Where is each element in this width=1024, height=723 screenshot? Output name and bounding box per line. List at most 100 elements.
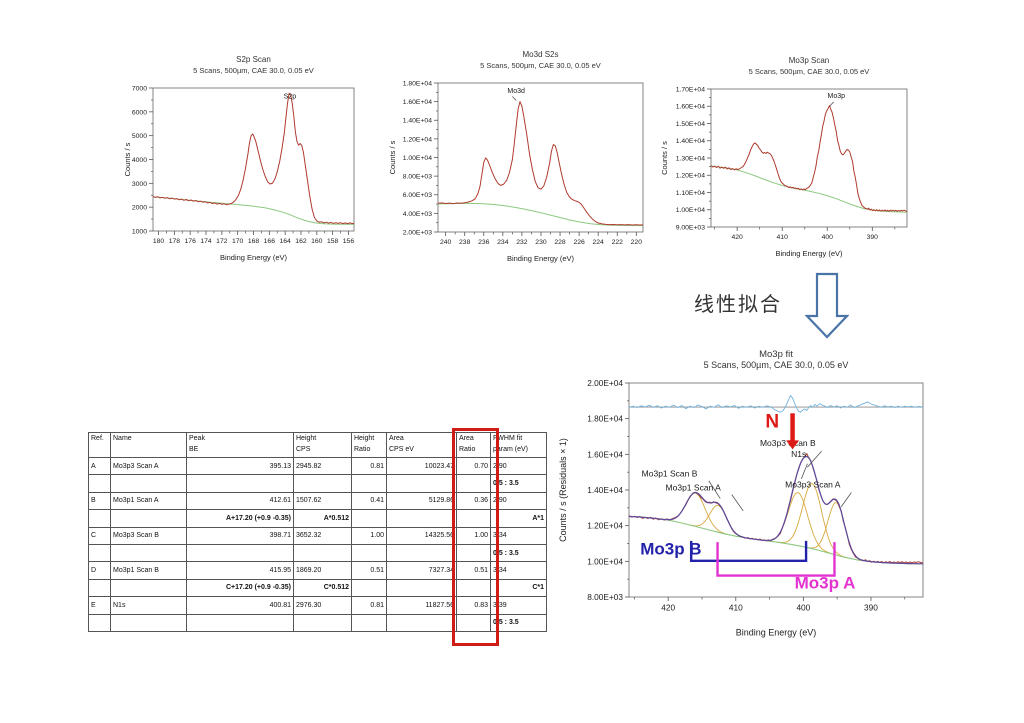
y-axis-tick-label: 1.20E+04: [403, 136, 433, 143]
x-axis-tick-label: 236: [478, 239, 490, 246]
x-axis-tick-label: 234: [497, 239, 509, 246]
fit-parameters-table: Ref. Name Peak BE Height CPS Height Ratio Area CP…: [88, 432, 547, 632]
table-cell: [386, 543, 457, 563]
y-axis-tick-label: 2.00E+03: [403, 229, 433, 236]
y-axis-tick-label: 1.60E+04: [587, 449, 623, 459]
x-axis-tick-label: 400: [796, 602, 810, 612]
y-axis-tick-label: 1.50E+04: [676, 121, 706, 128]
s2p-scan-chart: S2p Scan 5 Scans, 500µm, CAE 30.0, 0.05 e…: [123, 55, 355, 262]
table-cell: 0.70: [456, 456, 491, 476]
peak-label-leader: [512, 96, 517, 101]
bracket-mo3p-a-label: Mo3p A: [795, 573, 856, 592]
mo3p-subtitle: 5 Scans, 500µm, CAE 30.0, 0.05 eV: [749, 67, 870, 76]
column-header-area: Area CPS eV: [386, 432, 457, 458]
peak-label: Mo3p1 Scan A: [666, 482, 722, 492]
x-axis-tick-label: 172: [216, 238, 228, 245]
mo3d-baseline-curve: [437, 202, 644, 227]
x-axis-tick-label: 162: [295, 238, 307, 245]
table-cell: [351, 509, 387, 528]
table-cell: [88, 543, 111, 563]
y-axis-tick-label: 1.60E+04: [403, 99, 433, 106]
table-cell: [456, 543, 491, 563]
x-axis-tick-label: 224: [593, 239, 605, 246]
linear-fit-label: 线性拟合: [694, 292, 782, 316]
y-axis-tick-label: 8.00E+03: [587, 592, 623, 602]
table-cell: [186, 474, 294, 493]
x-axis-tick-label: 420: [661, 602, 675, 612]
x-axis-tick-label: 240: [440, 239, 452, 246]
table-cell: 10023.47: [386, 456, 457, 476]
s2p-baseline-curve: [152, 196, 355, 225]
column-header-name: Name: [110, 432, 187, 458]
table-cell: [386, 509, 457, 528]
table-cell: 0.51: [456, 561, 491, 580]
table-cell: 1507.62: [293, 491, 352, 511]
peak-label-leader: [840, 492, 852, 507]
down-arrow-shape: [805, 272, 849, 339]
table-row-formula: A+17.20 (+0.9 -0.35) A*0.512 A*1: [88, 509, 547, 528]
table-cell: A*1: [490, 509, 547, 528]
table-row-formula: C+17.20 (+0.9 -0.35) C*0.512 C*1: [88, 578, 547, 598]
table-cell: 400.81: [186, 596, 294, 615]
table-cell: [386, 474, 457, 493]
table-row-main: E N1s 400.81 2976.30 0.81 11827.56 0.83 3.39: [88, 596, 547, 615]
table-header: Ref. Name Peak BE Height CPS Height Ratio Area CP…: [88, 432, 547, 458]
table-cell: C+17.20 (+0.9 -0.35): [186, 578, 294, 598]
s2p-peak-label: S2p: [284, 93, 297, 100]
table-cell: 2.90: [490, 491, 547, 511]
table-cell: 412.61: [186, 491, 294, 511]
table-cell: [88, 613, 111, 632]
nitrogen-marker-label: N: [765, 412, 779, 433]
column-header-area: Area Ratio: [456, 432, 491, 458]
table-cell: [110, 613, 187, 632]
s2p-ylabel: Counts / s: [123, 142, 132, 176]
x-axis-tick-label: 168: [248, 238, 260, 245]
table-cell: [88, 509, 111, 528]
y-axis-tick-label: 1.80E+04: [587, 414, 623, 424]
table-cell: Mo3p1 Scan B: [110, 561, 187, 580]
table-cell: [351, 543, 387, 563]
table-body: A Mo3p3 Scan A 395.13 2945.82 0.81 10023.47 0.…: [88, 456, 547, 632]
peak-label-leader: [731, 494, 744, 512]
table-cell: Mo3p3 Scan A: [110, 456, 187, 476]
table-cell: 11827.56: [386, 596, 457, 615]
table-cell: 2945.82: [293, 456, 352, 476]
mo3d-ylabel: Counts / s: [388, 140, 397, 174]
mo3d-subtitle: 5 Scans, 500µm, CAE 30.0, 0.05 eV: [480, 61, 601, 70]
y-axis-tick-label: 1.00E+04: [587, 556, 623, 566]
y-axis-tick-label: 1.20E+04: [676, 173, 706, 180]
x-axis-tick-label: 420: [731, 234, 743, 241]
table-cell: [456, 578, 491, 598]
table-cell: [351, 578, 387, 598]
x-axis-tick-label: 232: [516, 239, 528, 246]
mo3p_fit-title: Mo3p fit: [759, 349, 793, 360]
x-axis-tick-label: 222: [612, 239, 624, 246]
fit-component-mo3p1-scan-a: [689, 504, 747, 539]
table-cell: 3.39: [490, 596, 547, 615]
s2p-scan-data-curve: [152, 92, 355, 225]
x-axis-tick-label: 160: [311, 238, 323, 245]
table-cell: 415.95: [186, 561, 294, 580]
y-axis-tick-label: 1.20E+04: [587, 521, 623, 531]
peak-label: N1s: [791, 449, 806, 459]
table-cell: 0.5 : 3.5: [490, 474, 547, 493]
table-cell: 0.5 : 3.5: [490, 613, 547, 632]
table-cell: 7327.34: [386, 561, 457, 580]
y-axis-tick-label: 1.60E+04: [676, 104, 706, 111]
table-cell: 0.81: [351, 456, 387, 476]
mo3p-peak-label: Mo3p: [828, 93, 846, 100]
mo3p_fit-xlabel: Binding Energy (eV): [736, 627, 817, 637]
bracket-mo3p-b: [689, 540, 808, 562]
table-cell: 1.00: [351, 526, 387, 545]
peak-label-leader: [708, 480, 721, 499]
y-axis-tick-label: 1.40E+04: [587, 485, 623, 495]
table-cell: [88, 474, 111, 493]
s2p-title: S2p Scan: [236, 55, 271, 64]
x-axis-tick-label: 156: [343, 238, 355, 245]
x-axis-tick-label: 238: [459, 239, 471, 246]
y-axis-tick-label: 7000: [132, 85, 147, 92]
s2p-xlabel: Binding Energy (eV): [220, 253, 288, 262]
y-axis-tick-label: 6000: [132, 109, 147, 116]
table-cell: 398.71: [186, 526, 294, 545]
